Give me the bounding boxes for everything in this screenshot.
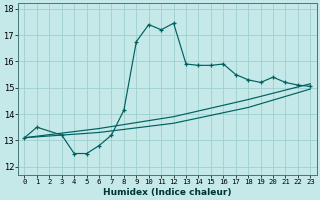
X-axis label: Humidex (Indice chaleur): Humidex (Indice chaleur) xyxy=(103,188,232,197)
